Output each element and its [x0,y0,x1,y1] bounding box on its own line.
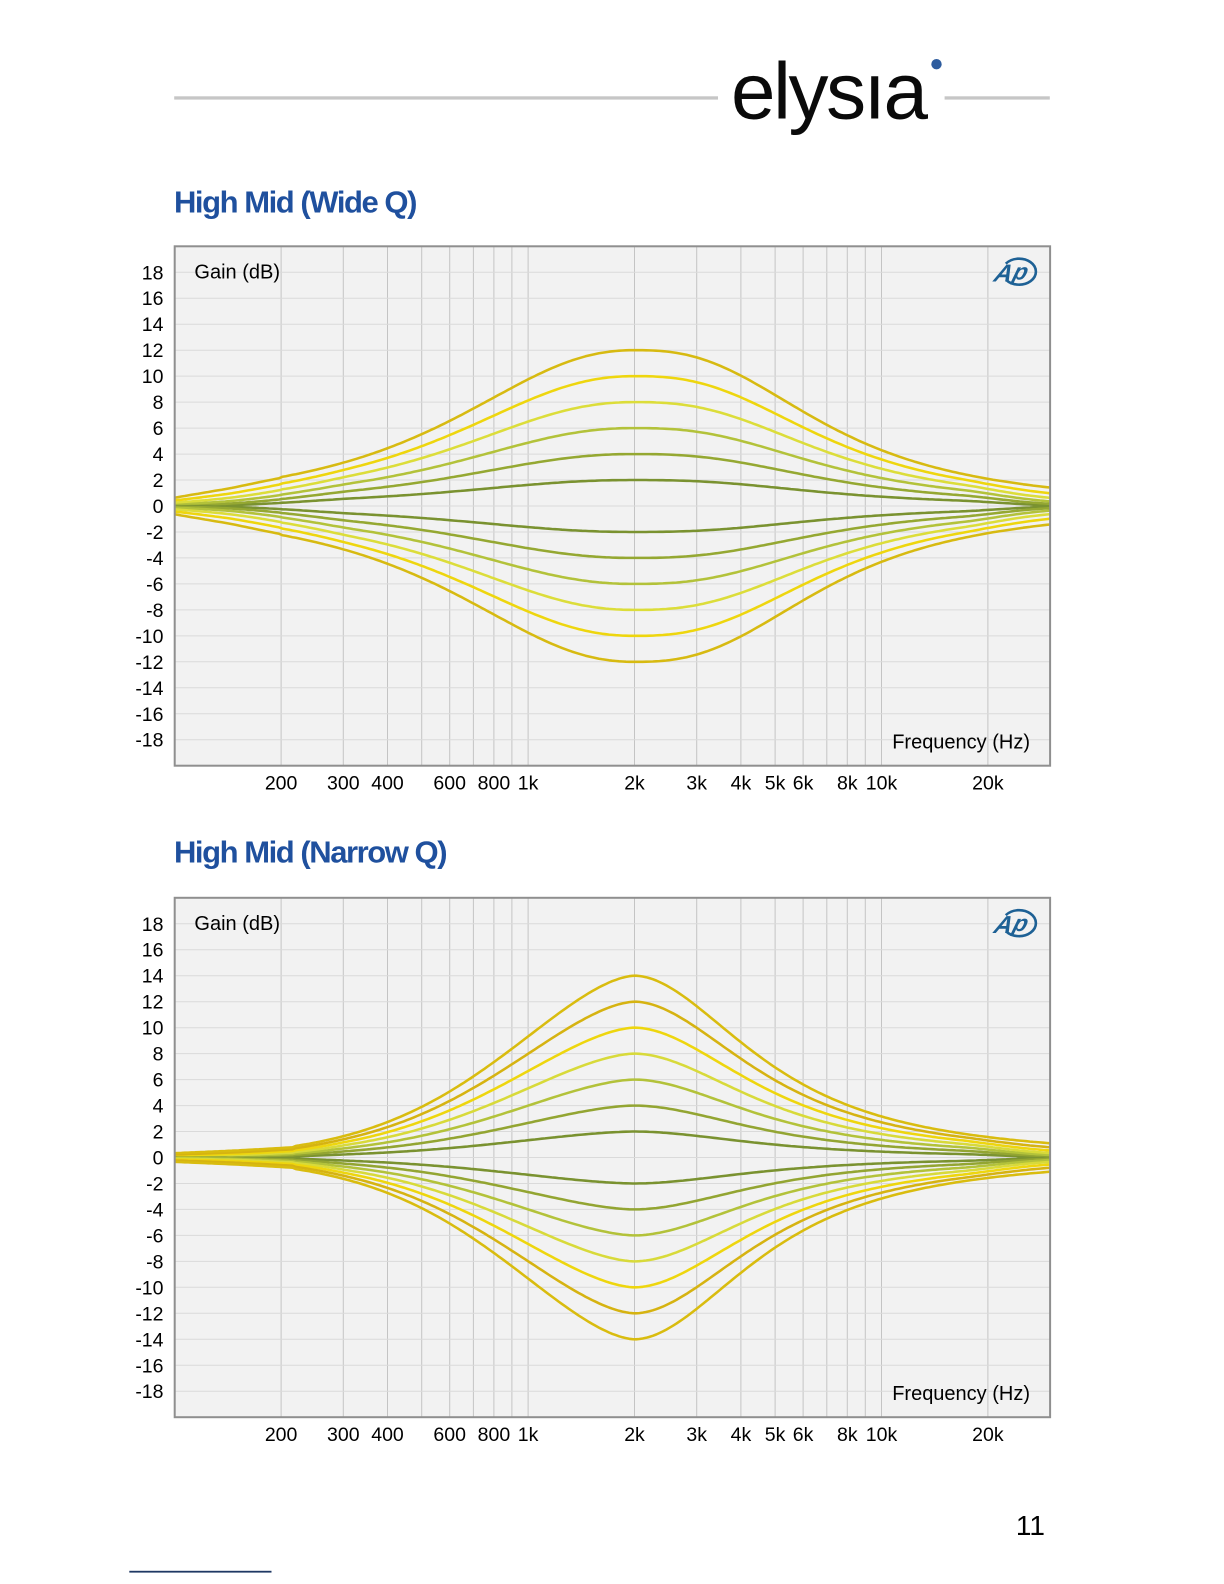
svg-text:20k: 20k [972,773,1004,795]
svg-text:800: 800 [478,1424,511,1446]
svg-text:Gain (dB): Gain (dB) [194,261,280,283]
svg-text:12: 12 [142,992,164,1014]
svg-text:12: 12 [142,340,164,362]
svg-text:4k: 4k [731,1424,752,1446]
svg-text:5k: 5k [765,773,786,795]
svg-text:8k: 8k [837,773,858,795]
svg-text:-10: -10 [135,626,163,648]
svg-text:200: 200 [265,1424,298,1446]
svg-text:-16: -16 [135,1355,163,1377]
svg-text:18: 18 [142,914,164,936]
svg-text:-14: -14 [135,678,163,700]
svg-text:-16: -16 [135,704,163,726]
svg-text:elysıa: elysıa [731,46,928,135]
svg-text:-6: -6 [146,574,163,596]
svg-text:4k: 4k [731,773,752,795]
svg-text:18: 18 [142,262,164,284]
svg-text:3k: 3k [686,773,707,795]
svg-text:400: 400 [371,773,404,795]
svg-text:3k: 3k [686,1424,707,1446]
svg-text:16: 16 [142,288,164,310]
svg-text:-4: -4 [146,1199,163,1221]
svg-text:600: 600 [433,773,466,795]
svg-text:16: 16 [142,940,164,962]
svg-text:6: 6 [153,1070,164,1092]
svg-text:10k: 10k [866,773,898,795]
svg-text:Frequency (Hz): Frequency (Hz) [892,1383,1030,1405]
svg-text:-10: -10 [135,1277,163,1299]
svg-text:5k: 5k [765,1424,786,1446]
svg-text:-12: -12 [135,652,163,674]
svg-text:0: 0 [153,496,164,518]
svg-text:8: 8 [153,392,164,414]
svg-text:-2: -2 [146,522,163,544]
svg-text:0: 0 [153,1148,164,1170]
svg-text:-8: -8 [146,600,163,622]
svg-text:-14: -14 [135,1329,163,1351]
svg-text:-2: -2 [146,1174,163,1196]
svg-text:-8: -8 [146,1251,163,1273]
svg-text:Frequency (Hz): Frequency (Hz) [892,732,1030,754]
svg-text:p: p [1009,911,1031,936]
svg-text:Gain (dB): Gain (dB) [194,913,280,935]
svg-text:-4: -4 [146,548,163,570]
svg-text:8k: 8k [837,1424,858,1446]
svg-text:10: 10 [142,1018,164,1040]
svg-text:4: 4 [153,1096,164,1118]
svg-text:4: 4 [153,444,164,466]
svg-text:-6: -6 [146,1225,163,1247]
svg-text:8: 8 [153,1044,164,1066]
svg-text:2: 2 [153,1122,164,1144]
svg-text:-18: -18 [135,730,163,752]
svg-text:300: 300 [327,1424,360,1446]
svg-text:6: 6 [153,418,164,440]
svg-text:2k: 2k [624,1424,645,1446]
svg-text:-12: -12 [135,1303,163,1325]
svg-text:300: 300 [327,773,360,795]
svg-text:10k: 10k [866,1424,898,1446]
svg-text:20k: 20k [972,1424,1004,1446]
svg-text:1k: 1k [518,1424,539,1446]
svg-text:400: 400 [371,1424,404,1446]
svg-text:14: 14 [142,966,164,988]
svg-text:6k: 6k [793,773,814,795]
svg-text:800: 800 [478,773,511,795]
svg-text:200: 200 [265,773,298,795]
svg-text:6k: 6k [793,1424,814,1446]
svg-text:14: 14 [142,314,164,336]
svg-text:-18: -18 [135,1381,163,1403]
svg-text:High Mid (Wide Q): High Mid (Wide Q) [174,185,416,220]
svg-text:1k: 1k [518,773,539,795]
svg-text:10: 10 [142,366,164,388]
svg-text:11: 11 [1016,1510,1045,1541]
svg-text:High Mid (Narrow Q): High Mid (Narrow Q) [174,835,446,870]
svg-text:p: p [1009,259,1031,284]
svg-text:2: 2 [153,470,164,492]
svg-text:600: 600 [433,1424,466,1446]
svg-text:2k: 2k [624,773,645,795]
